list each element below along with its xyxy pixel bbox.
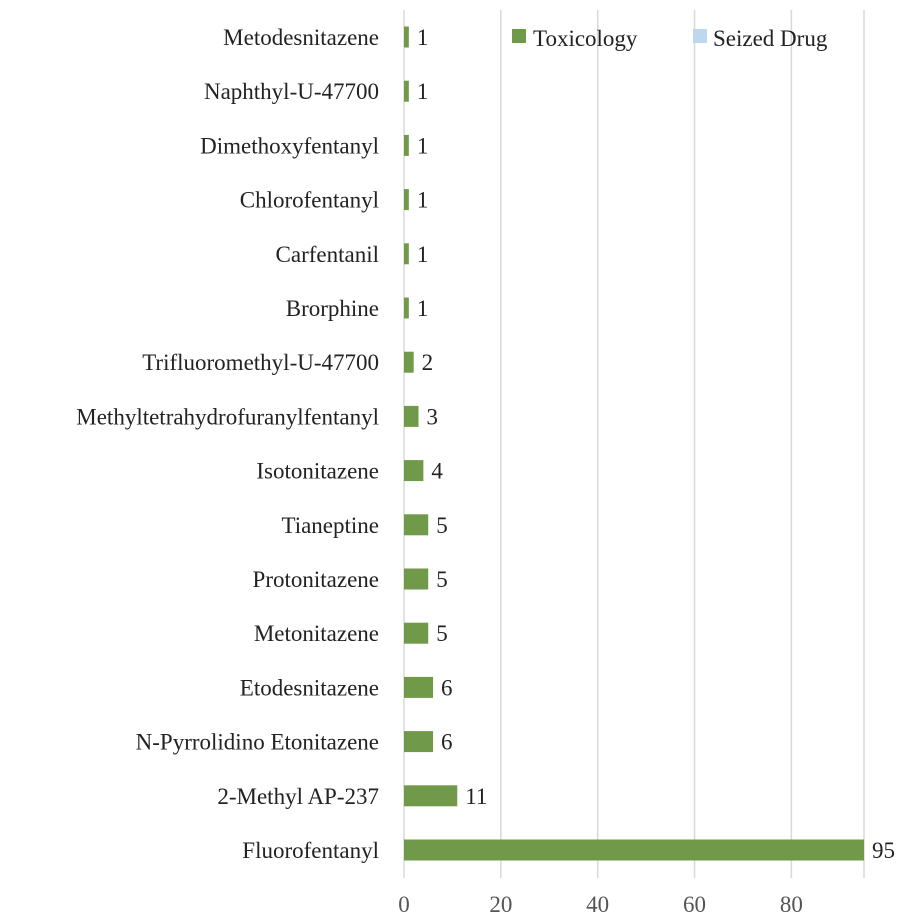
data-label: 1 <box>417 188 429 213</box>
category-label: Protonitazene <box>253 567 379 592</box>
x-tick-label: 20 <box>489 892 512 917</box>
category-label: Brorphine <box>286 296 379 321</box>
bar-toxicology <box>404 134 409 156</box>
category-label: Methyltetrahydrofuranylfentanyl <box>76 404 379 429</box>
data-label: 2 <box>422 350 434 375</box>
bar-toxicology <box>404 80 409 102</box>
data-label: 1 <box>417 133 429 158</box>
bar-toxicology <box>404 514 429 536</box>
data-label: 1 <box>417 242 429 267</box>
bar-toxicology <box>404 568 429 590</box>
bar-toxicology <box>404 785 458 807</box>
data-label: 1 <box>417 296 429 321</box>
bars <box>404 26 864 861</box>
category-label: Tianeptine <box>281 513 379 538</box>
x-tick-label: 80 <box>780 892 803 917</box>
data-label: 95 <box>872 838 895 863</box>
category-label: Etodesnitazene <box>240 675 379 700</box>
category-label: Dimethoxyfentanyl <box>200 133 379 158</box>
category-label: Metonitazene <box>254 621 379 646</box>
legend-swatch-seized-drug <box>693 29 707 43</box>
bar-toxicology <box>404 297 409 319</box>
data-label: 3 <box>427 404 439 429</box>
category-label: Trifluoromethyl-U-47700 <box>142 350 379 375</box>
data-label: 4 <box>431 459 443 484</box>
data-label: 5 <box>436 513 448 538</box>
data-label: 5 <box>436 567 448 592</box>
data-label: 6 <box>441 675 453 700</box>
bar-toxicology <box>404 839 864 861</box>
category-labels: Metodesnitazene Naphthyl-U-47700 Dimethoxy… <box>76 25 379 863</box>
category-label: Carfentanil <box>276 242 379 267</box>
bar-toxicology <box>404 731 434 753</box>
bar-toxicology <box>404 676 434 698</box>
category-label: Isotonitazene <box>256 459 379 484</box>
legend-swatch-toxicology <box>512 29 526 43</box>
legend: Toxicology Seized Drug <box>512 26 828 51</box>
legend-label-seized-drug: Seized Drug <box>713 26 828 51</box>
x-tick-label: 0 <box>398 892 410 917</box>
x-tick-label: 40 <box>586 892 609 917</box>
data-label: 5 <box>436 621 448 646</box>
x-tick-label: 60 <box>683 892 706 917</box>
data-label: 1 <box>417 25 429 50</box>
data-label: 11 <box>465 784 487 809</box>
category-label: Metodesnitazene <box>223 25 379 50</box>
bar-toxicology <box>404 189 409 211</box>
data-label: 1 <box>417 79 429 104</box>
bar-toxicology <box>404 26 409 48</box>
bar-toxicology <box>404 405 419 427</box>
gridlines <box>403 10 865 878</box>
category-label: N-Pyrrolidino Etonitazene <box>136 730 379 755</box>
category-label: Chlorofentanyl <box>240 188 379 213</box>
x-axis-ticks: 0 20 40 60 80 <box>398 892 803 917</box>
bar-toxicology <box>404 622 429 644</box>
bar-toxicology <box>404 460 424 482</box>
category-label: 2-Methyl AP-237 <box>217 784 379 809</box>
bar-toxicology <box>404 243 409 265</box>
category-label: Naphthyl-U-47700 <box>204 79 379 104</box>
bar-toxicology <box>404 351 414 373</box>
legend-label-toxicology: Toxicology <box>533 26 638 51</box>
category-label: Fluorofentanyl <box>242 838 379 863</box>
data-label: 6 <box>441 730 453 755</box>
